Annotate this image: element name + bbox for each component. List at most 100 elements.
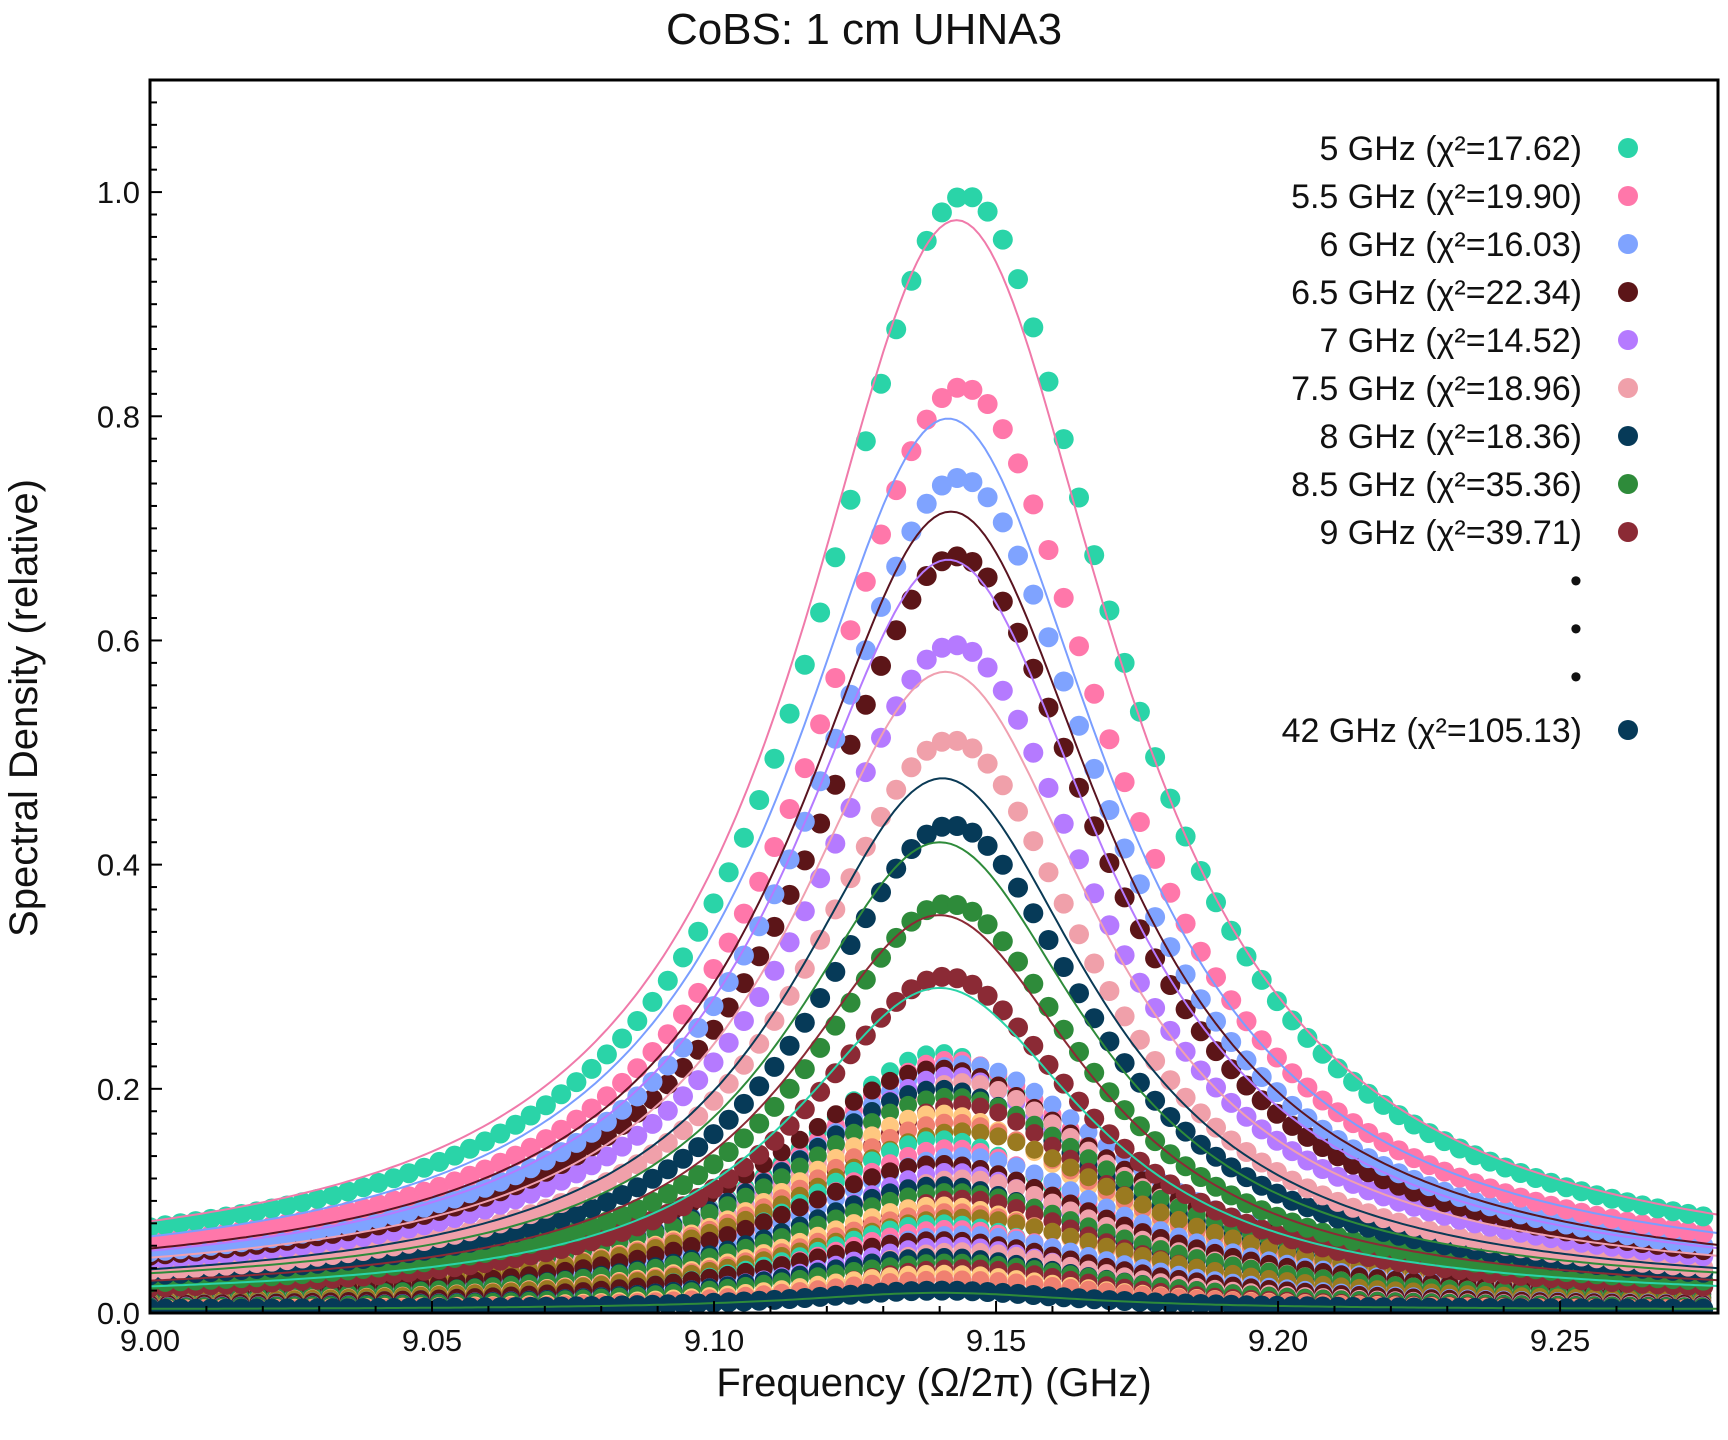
data-point <box>1206 967 1226 988</box>
data-point <box>657 1024 678 1045</box>
data-point <box>1023 903 1044 924</box>
data-point <box>989 1127 1008 1146</box>
data-point <box>200 1208 221 1229</box>
data-point <box>764 1130 785 1151</box>
data-point <box>1008 1017 1028 1038</box>
data-point <box>581 1296 602 1313</box>
data-point <box>505 1189 526 1210</box>
data-point <box>1541 1195 1561 1216</box>
data-point <box>1079 1189 1098 1208</box>
data-point <box>916 824 937 845</box>
data-point <box>1647 1216 1668 1237</box>
data-point <box>535 1214 556 1235</box>
data-point <box>810 1081 831 1102</box>
data-point <box>657 1055 678 1076</box>
data-point <box>1175 1087 1196 1108</box>
x-tick-label: 9.00 <box>120 1323 180 1358</box>
data-point <box>1023 317 1044 338</box>
data-point <box>1327 1226 1348 1247</box>
data-point <box>1266 1295 1287 1313</box>
data-point <box>1008 801 1028 822</box>
data-point <box>901 911 922 932</box>
data-point <box>992 1282 1013 1303</box>
fit-line-4 <box>150 670 1718 1259</box>
data-point <box>718 1032 739 1053</box>
data-point <box>490 1123 511 1144</box>
data-point <box>1206 1117 1226 1138</box>
data-point <box>581 1231 602 1252</box>
data-point <box>642 1191 663 1212</box>
data-point <box>1266 1206 1287 1227</box>
data-point <box>855 1025 876 1046</box>
data-point <box>1541 1298 1561 1313</box>
data-point <box>1008 709 1028 730</box>
data-point <box>1084 1062 1105 1083</box>
data-point <box>1464 1297 1485 1313</box>
y-tick-label: 0.2 <box>97 1072 140 1107</box>
data-point <box>1053 893 1074 914</box>
data-point <box>1025 1164 1044 1183</box>
data-point <box>657 1183 678 1204</box>
data-point <box>1175 1041 1196 1062</box>
data-point <box>810 714 831 735</box>
data-point <box>429 1297 450 1313</box>
data-point <box>901 441 922 462</box>
data-point <box>581 1122 602 1143</box>
data-point <box>971 1097 990 1116</box>
data-point <box>1043 1172 1062 1191</box>
data-point <box>1236 1011 1257 1032</box>
data-point <box>931 894 952 915</box>
data-point <box>1510 1298 1531 1313</box>
data-point <box>1097 1177 1116 1196</box>
data-point <box>1129 874 1150 895</box>
data-point <box>871 655 891 676</box>
data-point <box>642 1071 663 1092</box>
legend-marker <box>1618 234 1638 254</box>
data-point <box>1097 1160 1116 1179</box>
data-point <box>810 1286 831 1307</box>
legend-label: 9 GHz (χ²=39.71) <box>1319 514 1582 552</box>
data-point <box>1025 1082 1044 1101</box>
data-point <box>700 1231 719 1250</box>
data-point <box>475 1131 495 1152</box>
data-point <box>566 1132 587 1153</box>
data-point <box>673 1057 693 1078</box>
legend-marker <box>1618 522 1638 542</box>
data-point <box>1221 990 1242 1011</box>
data-point <box>1358 1083 1379 1104</box>
data-point <box>772 1205 791 1224</box>
data-point <box>1084 1108 1105 1129</box>
data-point <box>688 1165 709 1186</box>
data-point <box>840 797 861 818</box>
data-point <box>962 901 983 922</box>
data-point <box>916 566 937 586</box>
data-point <box>1495 1298 1516 1313</box>
data-point <box>657 970 678 991</box>
data-point <box>1038 1054 1059 1075</box>
data-point <box>794 1012 815 1033</box>
data-point <box>733 1093 754 1114</box>
data-point <box>810 988 831 1008</box>
data-point <box>881 1103 899 1122</box>
data-point <box>398 1163 419 1184</box>
data-point <box>840 489 861 510</box>
data-point <box>1297 1296 1318 1313</box>
data-point <box>989 1151 1008 1170</box>
data-point <box>596 1211 617 1232</box>
data-point <box>1236 1213 1257 1234</box>
data-point <box>292 1192 313 1213</box>
data-point <box>1495 1183 1516 1204</box>
data-point <box>520 1158 541 1179</box>
data-point <box>535 1095 556 1116</box>
data-point <box>794 1059 815 1080</box>
data-point <box>1525 1208 1546 1228</box>
data-point <box>520 1296 541 1313</box>
data-point <box>826 1135 845 1154</box>
data-point <box>627 1177 648 1198</box>
data-point <box>1251 1295 1272 1313</box>
data-point <box>1053 813 1074 834</box>
data-point <box>1190 1060 1211 1081</box>
data-point <box>1525 1298 1546 1313</box>
data-point <box>947 816 968 836</box>
data-point <box>754 1178 773 1197</box>
